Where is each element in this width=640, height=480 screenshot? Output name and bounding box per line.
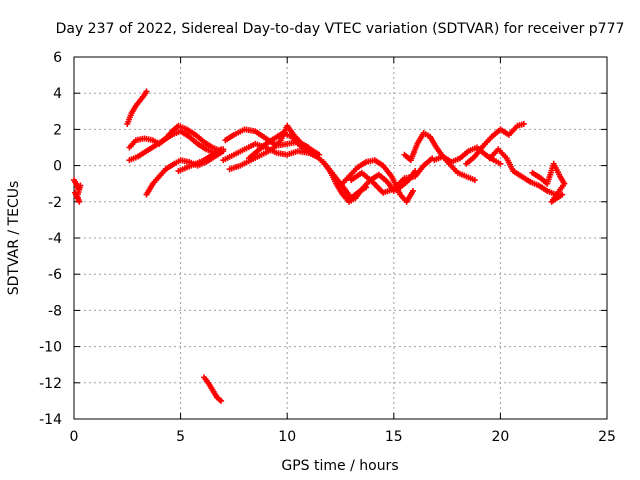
y-tick-label: -14 [39,412,62,428]
x-tick-label: 20 [491,429,509,445]
series-arc-outlier [201,374,225,404]
y-tick-label: -4 [48,231,62,247]
y-tick-label: -8 [48,303,62,319]
series-arc-dip-2 [337,157,416,205]
y-tick-label: 4 [53,86,62,102]
axis-ticks: 0 5 10 15 20 25 -14 -12 -10 -8 -6 -4 -2 0 2 4 6 [39,50,616,445]
x-tick-label: 0 [70,429,79,445]
series-arc-20-22 [486,146,559,198]
y-axis-label: SDTVAR / TECUs [6,181,22,296]
series-arc-start [71,177,84,205]
chart-title: Day 237 of 2022, Sidereal Day-to-day VTE… [56,21,625,37]
data-point [471,177,478,184]
y-tick-label: 0 [53,159,62,175]
series-arc-rise [124,88,150,127]
y-tick-label: -2 [48,195,62,211]
data-point [143,88,150,95]
data-point [497,160,504,167]
series-arc-end [529,160,568,205]
x-axis-label: GPS time / hours [281,458,398,474]
y-tick-label: -10 [39,340,62,356]
series-arc-dip-3 [348,155,436,196]
y-tick-label: -12 [39,376,62,392]
series-arc-19-21 [463,120,527,167]
y-tick-label: 2 [53,122,62,138]
grid-lines [74,57,607,419]
x-tick-label: 15 [385,429,403,445]
data-point [218,397,225,404]
y-tick-label: -6 [48,267,62,283]
data-point [218,146,225,153]
data-point [559,191,566,198]
series-arc-d [175,146,225,175]
data-point [72,189,79,196]
data-point [409,187,416,194]
data-points [71,88,568,404]
x-tick-label: 10 [278,429,296,445]
y-tick-label: 6 [53,50,62,66]
data-point [520,120,527,127]
x-tick-label: 5 [176,429,185,445]
x-tick-label: 25 [598,429,616,445]
